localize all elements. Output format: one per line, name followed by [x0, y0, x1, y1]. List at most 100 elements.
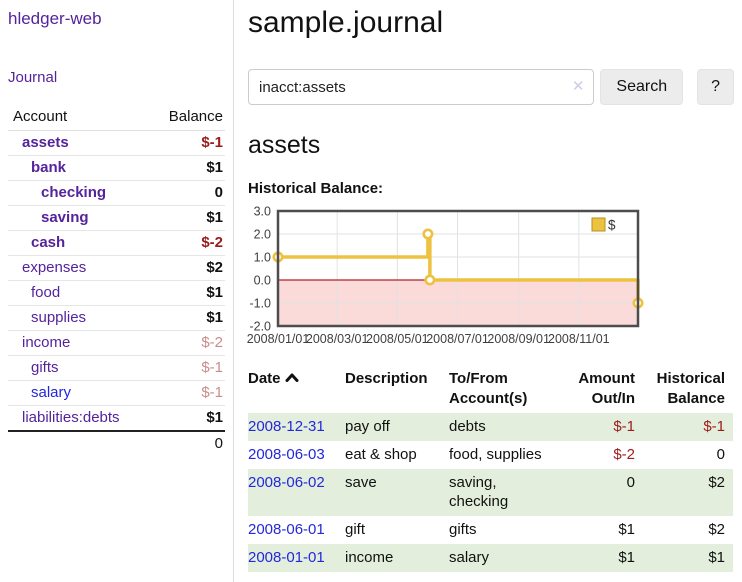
x-axis-tick-label: 2008/09/01 [487, 332, 550, 346]
register-header-description: Description [345, 370, 428, 387]
x-axis-tick-label: 2008/05/01 [366, 332, 429, 346]
x-axis-tick-label: 2008/01/01 [247, 332, 310, 346]
transaction-amount: $-2 [613, 446, 635, 463]
legend-swatch [591, 217, 606, 232]
sidebar: hledger-web Journal Account Balance asse… [0, 0, 234, 582]
x-axis-tick-label: 2008/07/01 [426, 332, 489, 346]
account-balance-bank: $1 [206, 159, 223, 176]
account-link-supplies[interactable]: supplies [31, 309, 87, 326]
account-balance-expenses: $2 [206, 259, 223, 276]
account-row-bank: bank $1 [8, 155, 225, 181]
accounts-table: Account Balance assets $-1 bank $1 check… [8, 104, 225, 456]
help-button[interactable]: ? [697, 69, 734, 105]
transaction-date-link[interactable]: 2008-01-01 [248, 549, 325, 566]
account-balance-salary: $-1 [201, 384, 223, 401]
transaction-accounts: food, supplies [449, 446, 542, 463]
chart-title: Historical Balance: [248, 180, 384, 197]
register-header-row: Date Description To/From Account(s) Amou… [248, 367, 733, 413]
transaction-balance: $-1 [703, 418, 725, 435]
transaction-accounts: salary [449, 549, 490, 566]
register-header-date-label: Date [248, 370, 281, 387]
account-link-food[interactable]: food [31, 284, 61, 301]
account-link-bank[interactable]: bank [31, 159, 67, 176]
account-row-salary: salary $-1 [8, 380, 225, 406]
account-row-food: food $1 [8, 280, 225, 306]
account-row-income: income $-2 [8, 330, 225, 356]
account-link-cash[interactable]: cash [31, 234, 66, 251]
data-point-marker[interactable] [422, 228, 434, 240]
transaction-balance: $2 [708, 474, 725, 491]
account-link-gifts[interactable]: gifts [31, 359, 59, 376]
chart-svg: 3.0 2.0 1.0 0.0 -1.0 -2.02008/01/012008/03/01… [247, 205, 644, 346]
sort-ascending-icon [285, 369, 299, 389]
account-link-income[interactable]: income [22, 334, 71, 351]
search-box: ✕ [248, 69, 595, 105]
transaction-accounts: saving, checking [449, 474, 509, 510]
account-link-expenses[interactable]: expenses [22, 259, 87, 276]
register-row: 2008-06-03 eat & shop food, supplies $-2… [248, 441, 733, 469]
accounts-header-balance: Balance [148, 104, 225, 131]
y-axis-tick-label: 2.0 [254, 228, 271, 242]
register-header-amount: Amount Out/In [578, 370, 635, 407]
register-table: Date Description To/From Account(s) Amou… [248, 367, 733, 572]
y-axis-tick-label: -2.0 [249, 320, 271, 334]
account-row-liabilities-debts: liabilities:debts $1 [8, 405, 225, 432]
y-axis-tick-label: 3.0 [254, 205, 271, 219]
account-balance-saving: $1 [206, 209, 223, 226]
data-point-marker[interactable] [424, 274, 436, 286]
transaction-balance: $1 [708, 549, 725, 566]
nav-journal[interactable]: Journal [8, 69, 58, 86]
account-link-checking[interactable]: checking [41, 184, 107, 201]
account-balance-gifts: $-1 [201, 359, 223, 376]
plot-border [276, 209, 640, 328]
accounts-table-header: Account Balance [8, 104, 225, 131]
register-header-date[interactable]: Date [248, 367, 345, 413]
transaction-date-link[interactable]: 2008-06-03 [248, 446, 325, 463]
account-link-saving[interactable]: saving [41, 209, 89, 226]
register-row: 2008-01-01 income salary $1 $1 [248, 544, 733, 572]
y-axis-tick-label: -1.0 [249, 297, 271, 311]
transaction-date-link[interactable]: 2008-12-31 [248, 418, 325, 435]
transaction-description: save [345, 474, 377, 491]
transaction-amount: $1 [618, 521, 635, 538]
transaction-accounts: gifts [449, 521, 477, 538]
account-link-liabilities-debts[interactable]: liabilities:debts [22, 409, 120, 426]
account-link-salary[interactable]: salary [31, 384, 72, 401]
account-row-expenses: expenses $2 [8, 255, 225, 281]
account-balance-assets: $-1 [201, 134, 223, 151]
transaction-amount: $1 [618, 549, 635, 566]
x-axis-tick-label: 2008/03/01 [306, 332, 369, 346]
account-link-assets[interactable]: assets [22, 134, 69, 151]
register-header-balance: Historical Balance [656, 370, 725, 407]
legend-label: $ [608, 218, 616, 233]
app-brand[interactable]: hledger-web [8, 9, 102, 28]
clear-search-icon[interactable]: ✕ [571, 78, 585, 95]
account-heading: assets [248, 131, 321, 159]
transaction-balance: $2 [708, 521, 725, 538]
account-row-saving: saving $1 [8, 205, 225, 231]
transaction-description: pay off [345, 418, 390, 435]
account-balance-checking: 0 [214, 184, 223, 201]
account-row-cash: cash $-2 [8, 230, 225, 256]
transaction-accounts: debts [449, 418, 486, 435]
account-row-gifts: gifts $-1 [8, 355, 225, 381]
historical-balance-chart[interactable]: 3.0 2.0 1.0 0.0 -1.0 -2.0 2008/01/01 2008/03/01… [247, 205, 734, 348]
transaction-description: income [345, 549, 394, 566]
search-bar: ✕ Search ? [248, 69, 734, 105]
search-input[interactable] [248, 69, 595, 105]
account-balance-income: $-2 [201, 334, 223, 351]
accounts-total-balance: 0 [214, 435, 223, 452]
register-header-accounts: To/From Account(s) [449, 370, 528, 407]
accounts-total-row: 0 [8, 431, 225, 456]
account-row-checking: checking 0 [8, 180, 225, 206]
transaction-description: gift [345, 521, 366, 538]
transaction-amount: $-1 [613, 418, 635, 435]
register-row: 2008-12-31 pay off debts $-1 $-1 [248, 413, 733, 441]
account-row-supplies: supplies $1 [8, 305, 225, 331]
account-balance-liabilities-debts: $1 [206, 409, 223, 426]
account-row-assets: assets $-1 [8, 131, 225, 156]
transaction-date-link[interactable]: 2008-06-02 [248, 474, 325, 491]
transaction-date-link[interactable]: 2008-06-01 [248, 521, 325, 538]
account-balance-supplies: $1 [206, 309, 223, 326]
search-button[interactable]: Search [600, 69, 684, 105]
